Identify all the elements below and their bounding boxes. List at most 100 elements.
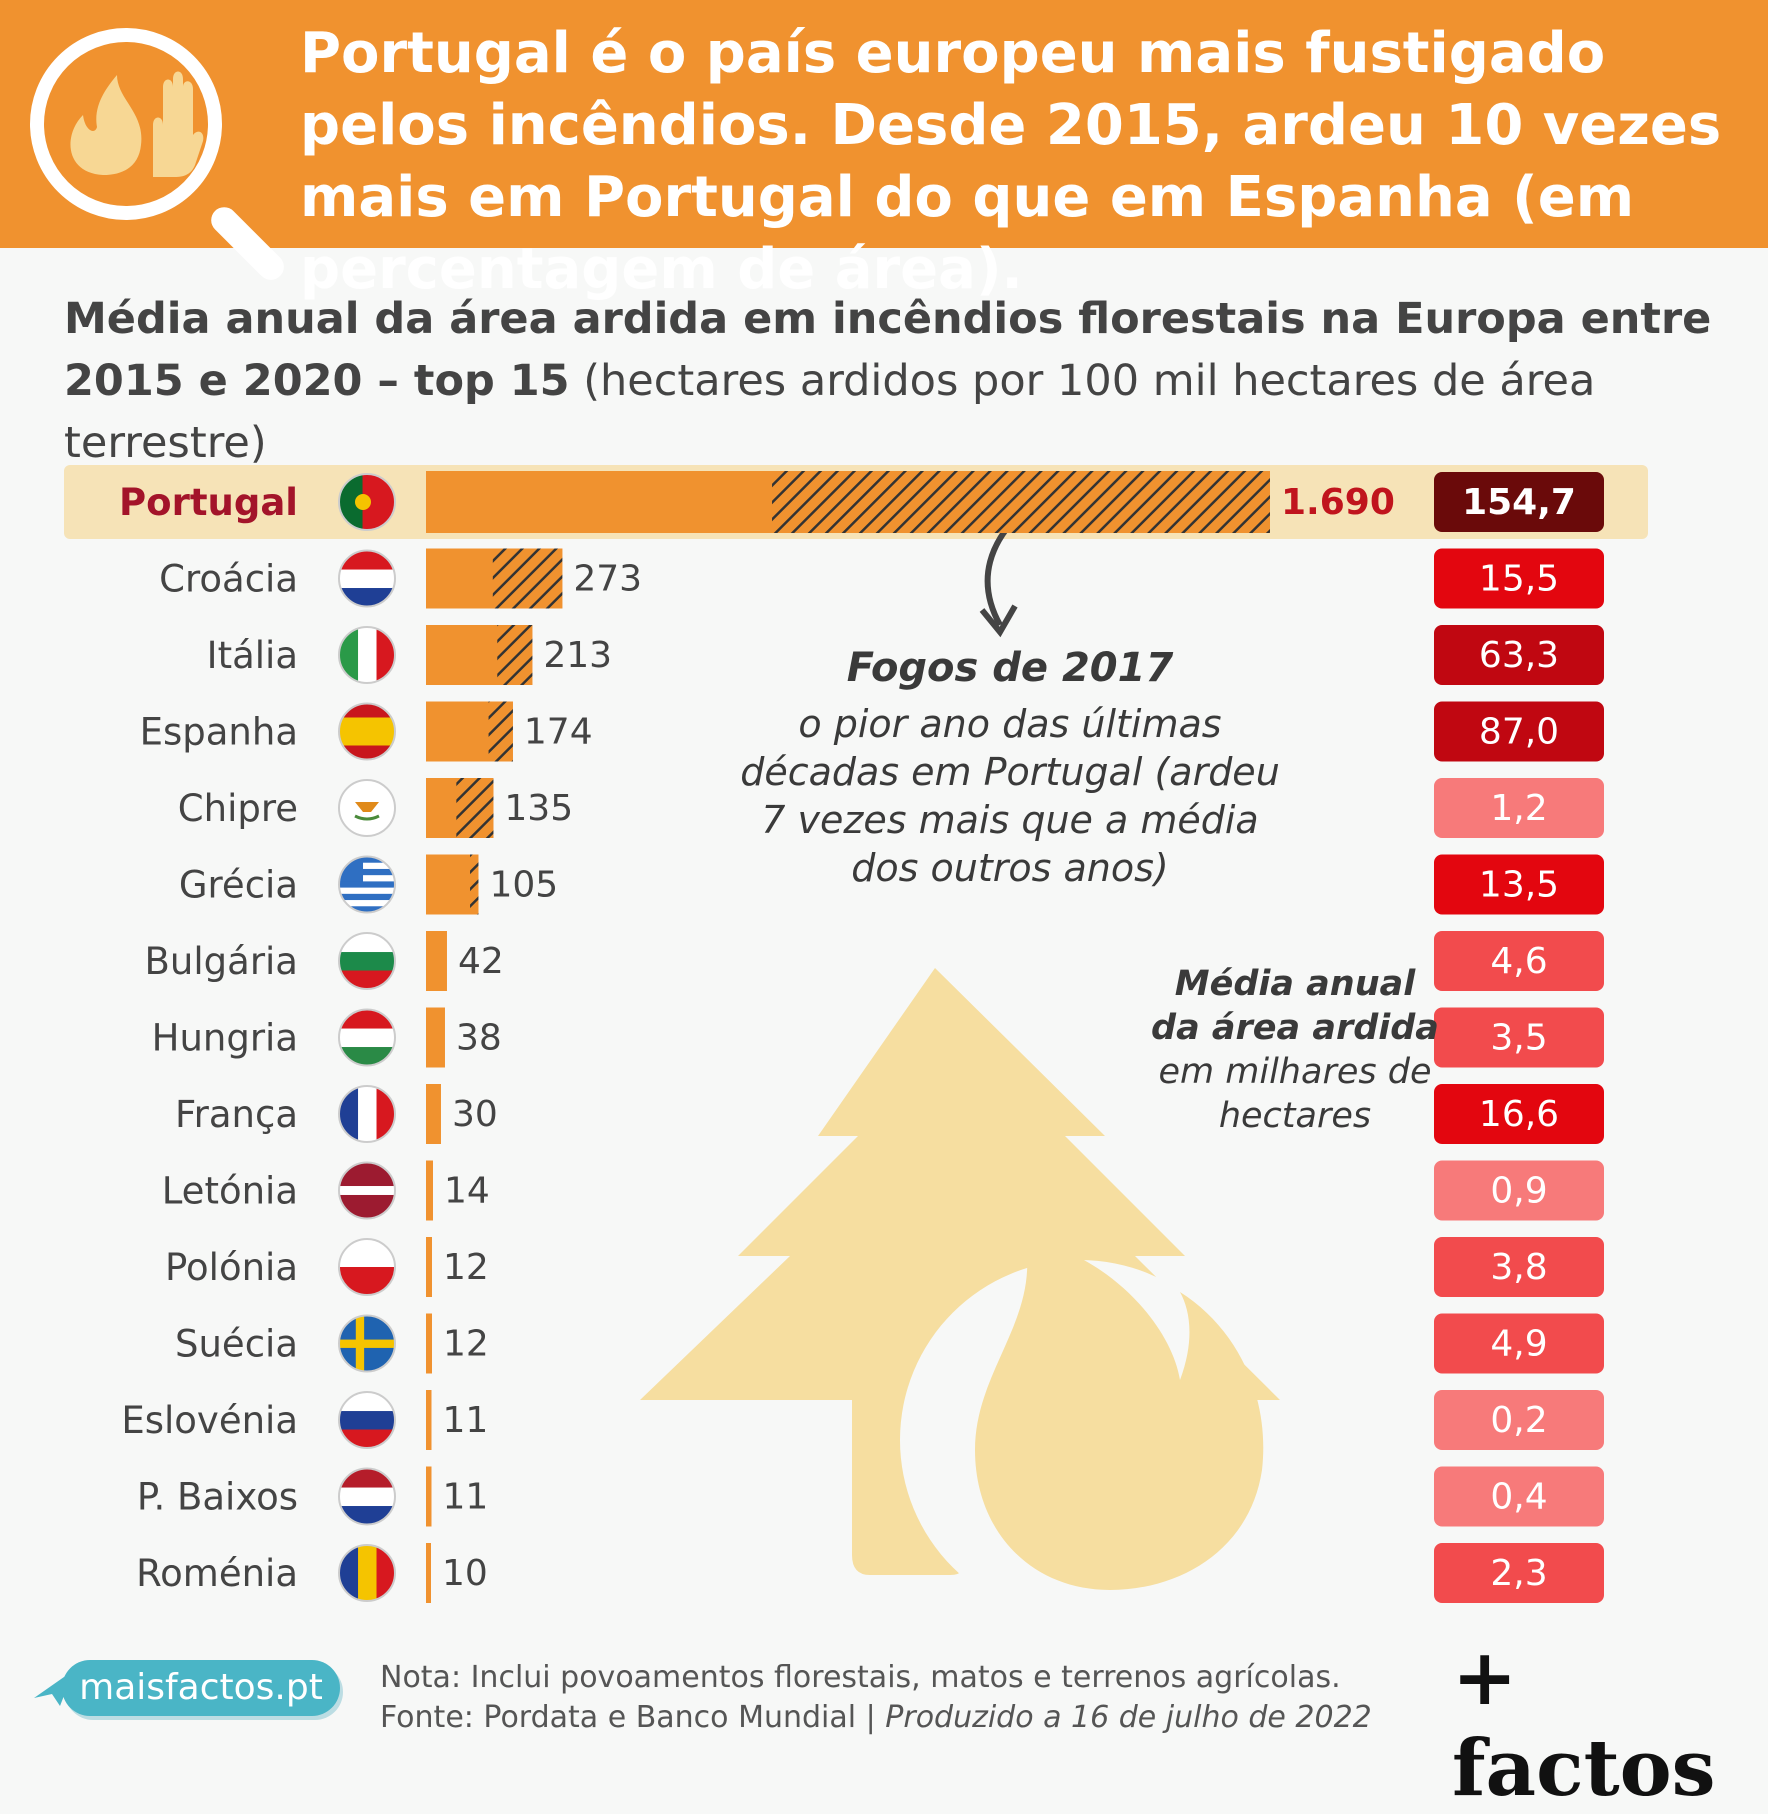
side-column-legend: Média anual da área ardida em milhares d… — [1150, 962, 1440, 1138]
source-text: Fonte: Pordata e Banco Mundial | — [380, 1700, 886, 1735]
legend-normal: em milhares de hectares — [1158, 1052, 1432, 1136]
category-label: Bulgária — [145, 940, 298, 983]
note-text: Nota: Inclui povoamentos florestais, mat… — [380, 1660, 1341, 1695]
side-value-label: 15,5 — [1479, 559, 1559, 600]
bulgaria-flag — [339, 933, 395, 989]
headline: Portugal é o país europeu mais fustigado… — [300, 21, 1722, 302]
category-label: Croácia — [159, 558, 298, 601]
bar — [426, 931, 447, 991]
value-label: 38 — [456, 1018, 502, 1059]
category-label: Itália — [207, 634, 298, 677]
category-label: Eslovénia — [121, 1399, 298, 1442]
legend-bold: Média anual da área ardida — [1151, 964, 1439, 1048]
value-label: 273 — [573, 559, 642, 600]
bar — [426, 1237, 432, 1297]
bar — [426, 1160, 433, 1221]
hand-icon — [153, 71, 204, 177]
bar — [426, 1084, 441, 1144]
side-value-box — [1434, 778, 1604, 838]
value-label: 12 — [443, 1324, 489, 1365]
category-label: Chipre — [178, 787, 298, 830]
site-link[interactable]: maisfactos.pt — [62, 1660, 340, 1716]
value-label: 213 — [543, 635, 612, 676]
side-value-box — [1434, 548, 1604, 609]
latvia-flag — [339, 1162, 395, 1219]
annotation-title: Fogos de 2017 — [846, 645, 1174, 691]
side-value-label: 0,9 — [1490, 1171, 1547, 1212]
bar — [426, 1390, 432, 1450]
value-label: 10 — [442, 1553, 488, 1594]
subtitle-bold: Média anual da área ardida em incêndios … — [64, 294, 1712, 406]
bar-2017-segment — [492, 548, 563, 609]
category-label: P. Baixos — [137, 1476, 298, 1519]
flame-icon — [70, 75, 142, 175]
category-label: França — [175, 1093, 298, 1136]
bar-2017-segment — [470, 854, 479, 915]
side-value-box — [1434, 1007, 1604, 1068]
side-value-label: 4,6 — [1490, 941, 1547, 982]
value-label: 105 — [489, 865, 558, 906]
bar-2017-segment — [456, 778, 494, 838]
side-value-box — [1434, 854, 1604, 915]
side-value-box — [1434, 1313, 1604, 1374]
bar-chart: Portugal 1.690 154,7 Croácia 273 15,5 Itália 21… — [119, 471, 1604, 1620]
side-value-label: 154,7 — [1462, 482, 1576, 523]
brand-logo: + factos — [1452, 1632, 1716, 1814]
header-banner — [0, 0, 1768, 248]
side-value-box — [1434, 625, 1604, 685]
bar — [426, 1543, 431, 1603]
side-value-box — [1434, 1160, 1604, 1221]
category-label: Roménia — [136, 1552, 298, 1595]
bar — [426, 1313, 432, 1374]
side-value-label: 3,5 — [1490, 1018, 1547, 1059]
chart-subtitle: Média anual da área ardida em incêndios … — [64, 288, 1724, 474]
category-label: Grécia — [179, 864, 298, 907]
value-label: 14 — [444, 1171, 490, 1212]
side-value-label: 13,5 — [1479, 865, 1559, 906]
bar-2017-segment — [772, 471, 1270, 533]
value-label: 42 — [458, 941, 504, 982]
value-label: 11 — [442, 1400, 488, 1441]
value-label: 30 — [452, 1094, 498, 1135]
bar — [426, 1466, 432, 1527]
side-value-box — [1434, 701, 1604, 762]
side-value-label: 0,4 — [1490, 1477, 1547, 1518]
value-label: 12 — [443, 1247, 489, 1288]
category-label: Portugal — [119, 481, 298, 524]
value-label: 174 — [524, 712, 593, 753]
cyprus-flag — [339, 780, 395, 836]
category-label: Suécia — [175, 1323, 298, 1366]
category-label: Letónia — [162, 1170, 298, 1213]
bar-2017-segment — [497, 625, 533, 685]
side-value-box — [1434, 931, 1604, 991]
side-value-label: 87,0 — [1479, 712, 1559, 753]
side-value-label: 1,2 — [1490, 788, 1547, 829]
side-value-box — [1434, 472, 1604, 532]
side-value-label: 63,3 — [1479, 635, 1559, 676]
tree-fire-icon — [640, 968, 1280, 1620]
bar — [426, 1007, 445, 1068]
side-value-label: 0,2 — [1490, 1400, 1547, 1441]
side-value-box — [1434, 1084, 1604, 1144]
side-value-box — [1434, 1543, 1604, 1603]
value-label: 11 — [442, 1477, 488, 1518]
side-value-label: 4,9 — [1490, 1324, 1547, 1365]
subtitle-units: (hectares ardidos por 100 mil hectares d… — [64, 356, 1596, 468]
value-label: 135 — [504, 788, 573, 829]
sweden-flag — [339, 1315, 395, 1372]
side-value-label: 16,6 — [1479, 1094, 1559, 1135]
category-label: Hungria — [152, 1017, 298, 1060]
side-value-label: 3,8 — [1490, 1247, 1547, 1288]
category-label: Espanha — [140, 711, 298, 754]
flame-hand-icon — [70, 71, 204, 177]
side-value-box — [1434, 1237, 1604, 1297]
bar — [426, 854, 479, 915]
bar-2017-segment — [488, 701, 513, 762]
value-label: 1.690 — [1281, 482, 1395, 523]
produced-text: Produzido a 16 de julho de 2022 — [885, 1700, 1372, 1735]
side-value-box — [1434, 1466, 1604, 1527]
category-label: Polónia — [165, 1246, 298, 1289]
footer-note: Nota: Inclui povoamentos florestais, mat… — [380, 1658, 1372, 1738]
greece-flag — [339, 856, 395, 913]
side-value-box — [1434, 1390, 1604, 1450]
